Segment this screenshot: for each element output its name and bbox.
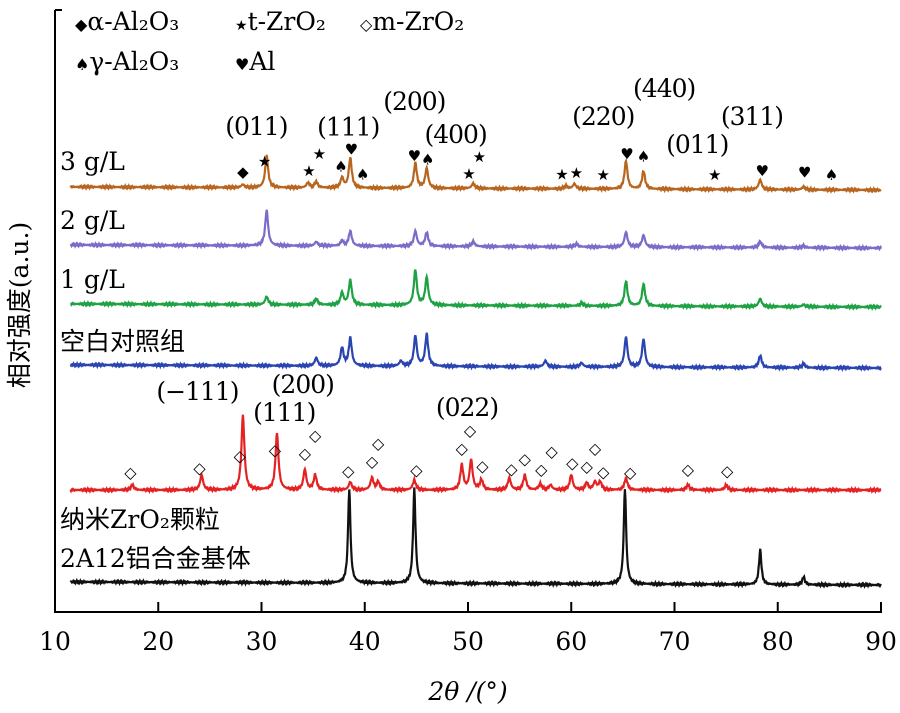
legend-entry-al: ♥Al (235, 47, 275, 76)
hkl-label: (111) (253, 398, 315, 427)
phase-marker: ★ (473, 148, 486, 166)
series-label-nano-zro2: 纳米ZrO₂颗粒 (60, 505, 220, 534)
phase-marker: ★ (302, 162, 315, 180)
phase-marker: ♠ (421, 151, 434, 169)
phase-marker: ◇ (535, 460, 548, 479)
phase-marker: ♥ (345, 140, 358, 158)
phase-marker: ◇ (589, 439, 602, 458)
trace-1 (69, 209, 883, 252)
y-axis-title: 相对强度(a.u.) (5, 222, 34, 388)
hkl-label: (400) (424, 120, 486, 149)
x-tick-label: 10 (39, 627, 71, 656)
phase-marker: ◇ (269, 441, 282, 460)
phase-marker: ◇ (464, 421, 477, 440)
phase-marker: ◇ (299, 444, 312, 463)
phase-marker: ◇ (193, 459, 206, 478)
x-tick-label: 70 (659, 627, 691, 656)
phase-marker: ◇ (566, 454, 579, 473)
phase-marker: ◇ (476, 457, 489, 476)
phase-marker: ◇ (682, 460, 695, 479)
hkl-label: (022) (436, 393, 498, 422)
phase-marker: ◇ (342, 461, 355, 480)
series-label-3gl: 3 g/L (60, 147, 125, 176)
hkl-label: (111) (317, 112, 379, 141)
phase-marker: ♥ (756, 162, 769, 180)
phase-marker: ◇ (721, 461, 734, 480)
legend-entry-alpha-al2o3: ◆α-Al₂O₃ (75, 7, 179, 36)
phase-marker: ◇ (410, 461, 423, 480)
x-tick-label: 80 (762, 627, 794, 656)
legend-entry-gamma-al2o3: ♠γ-Al₂O₃ (75, 47, 179, 76)
x-tick-label: 30 (246, 627, 278, 656)
series-labels: 3 g/L 2 g/L 1 g/L 空白对照组 纳米ZrO₂颗粒 2A12铝合金… (60, 147, 251, 573)
x-tick-label: 40 (349, 627, 381, 656)
phase-marker: ◆ (237, 163, 249, 181)
phase-marker: ◇ (581, 457, 594, 476)
trace-0 (69, 154, 882, 195)
phase-marker: ♠ (356, 165, 369, 183)
phase-marker: ♠ (637, 148, 650, 166)
trace-3 (69, 332, 882, 372)
phase-marker: ★ (313, 145, 326, 163)
phase-marker: ◇ (124, 463, 137, 482)
hkl-label: (200) (272, 370, 334, 399)
phase-marker: ★ (708, 166, 721, 184)
phase-marker: ★ (570, 164, 583, 182)
hkl-label: (011) (225, 112, 287, 141)
phase-marker: ★ (462, 165, 475, 183)
phase-marker: ★ (258, 153, 271, 171)
axes: 10 20 30 40 50 60 70 80 90 2θ /(°) 相对强度(a.u.) (5, 9, 897, 706)
hkl-label: (220) (572, 102, 634, 131)
x-ticks: 10 20 30 40 50 60 70 80 90 (39, 602, 897, 656)
hkl-label: (−111) (156, 377, 238, 406)
phase-marker: ◇ (456, 439, 469, 458)
phase-marker: ◇ (597, 462, 610, 481)
traces (69, 154, 883, 590)
series-label-2a12-substrate: 2A12铝合金基体 (60, 544, 251, 573)
phase-marker: ◇ (505, 460, 518, 479)
trace-5 (69, 487, 882, 590)
phase-marker: ◇ (366, 452, 379, 471)
phase-marker: ◇ (519, 450, 532, 469)
hkl-label: (200) (383, 87, 445, 116)
x-tick-label: 20 (142, 627, 174, 656)
series-label-2gl: 2 g/L (60, 206, 125, 235)
hkl-annotations: (011) (111)(200)(400)(220)(440)(011)(311)… (156, 74, 784, 427)
phase-marker: ♥ (798, 164, 811, 182)
x-axis-title: 2θ /(°) (427, 677, 507, 706)
phase-marker: ★ (555, 165, 568, 183)
phase-marker: ◇ (545, 442, 558, 461)
series-label-1gl: 1 g/L (60, 265, 125, 294)
phase-marker: ♠ (334, 157, 347, 175)
phase-marker: ◇ (309, 426, 322, 445)
phase-marker: ◇ (372, 434, 385, 453)
legend-entry-t-zro2: ★t-ZrO₂ (235, 7, 326, 36)
trace-4 (69, 414, 882, 495)
legend-entry-m-zro2: ◇m-ZrO₂ (360, 7, 464, 36)
series-label-blank: 空白对照组 (60, 327, 185, 356)
x-tick-label: 50 (452, 627, 484, 656)
legend: ◆α-Al₂O₃ ★t-ZrO₂ ◇m-ZrO₂ ♠γ-Al₂O₃ ♥Al (75, 7, 464, 76)
trace-2 (69, 269, 882, 312)
phase-marker: ★ (597, 166, 610, 184)
hkl-label: (011) (666, 130, 728, 159)
hkl-label: (311) (721, 102, 783, 131)
phase-markers: ◆★★★♠♥♠♥ ♠★★★ ★ ★♥ ♠★ ♥ ♥ ♠◇ ◇◇ ◇ ◇◇◇ ◇◇◇◇◇◇ ◇◇◇◇◇ ◇◇… (124, 140, 838, 482)
hkl-label: (440) (633, 74, 695, 103)
phase-marker: ♥ (620, 145, 633, 163)
phase-marker: ◇ (234, 447, 247, 466)
phase-marker: ♠ (825, 166, 838, 184)
x-tick-label: 60 (555, 627, 587, 656)
x-tick-label: 90 (865, 627, 897, 656)
phase-marker: ◇ (624, 463, 637, 482)
phase-marker: ♥ (408, 147, 421, 165)
